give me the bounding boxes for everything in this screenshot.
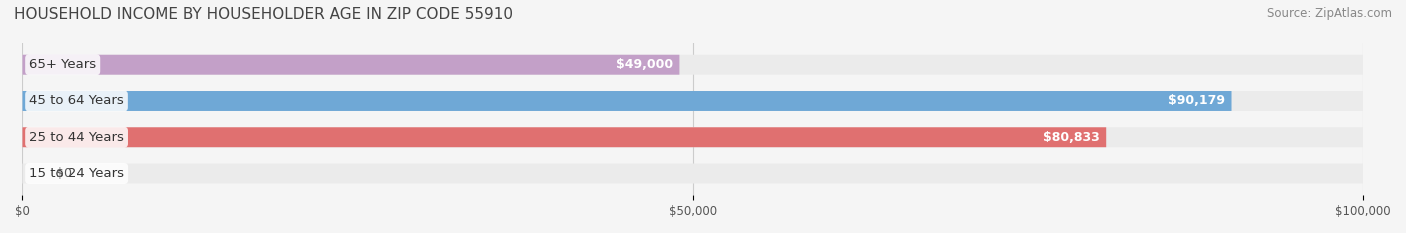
Text: 15 to 24 Years: 15 to 24 Years: [30, 167, 124, 180]
Text: Source: ZipAtlas.com: Source: ZipAtlas.com: [1267, 7, 1392, 20]
FancyBboxPatch shape: [22, 164, 1364, 184]
FancyBboxPatch shape: [22, 91, 1232, 111]
Text: 25 to 44 Years: 25 to 44 Years: [30, 131, 124, 144]
Text: $49,000: $49,000: [616, 58, 672, 71]
Text: $80,833: $80,833: [1043, 131, 1099, 144]
FancyBboxPatch shape: [22, 55, 679, 75]
FancyBboxPatch shape: [22, 127, 1107, 147]
Text: 45 to 64 Years: 45 to 64 Years: [30, 95, 124, 107]
FancyBboxPatch shape: [22, 127, 1364, 147]
Text: 65+ Years: 65+ Years: [30, 58, 96, 71]
Text: $90,179: $90,179: [1168, 95, 1225, 107]
FancyBboxPatch shape: [22, 55, 1364, 75]
FancyBboxPatch shape: [22, 91, 1364, 111]
Text: HOUSEHOLD INCOME BY HOUSEHOLDER AGE IN ZIP CODE 55910: HOUSEHOLD INCOME BY HOUSEHOLDER AGE IN Z…: [14, 7, 513, 22]
Text: $0: $0: [56, 167, 72, 180]
